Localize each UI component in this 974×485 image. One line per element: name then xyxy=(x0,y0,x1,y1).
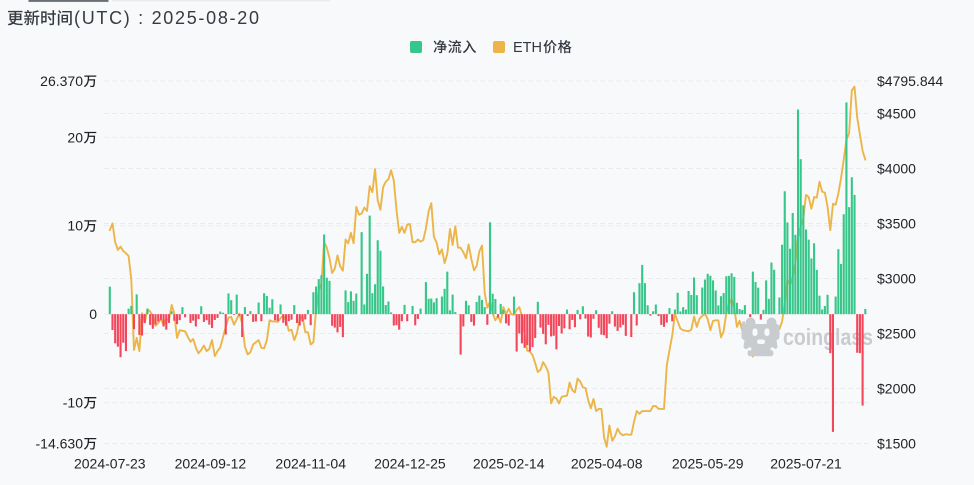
svg-text:ETH: ETH xyxy=(513,40,542,56)
svg-text:2024-09-12: 2024-09-12 xyxy=(175,456,247,472)
svg-text:$4000: $4000 xyxy=(877,161,916,177)
svg-text:$1500: $1500 xyxy=(877,436,916,452)
svg-text:$3500: $3500 xyxy=(877,216,916,232)
svg-text:26.370: 26.370 xyxy=(40,73,83,89)
svg-text:0: 0 xyxy=(89,306,97,322)
svg-text:2025-02-14: 2025-02-14 xyxy=(473,456,545,472)
svg-text:$4795.844: $4795.844 xyxy=(877,73,943,89)
svg-text:$2000: $2000 xyxy=(877,381,916,397)
svg-text:2025-07-21: 2025-07-21 xyxy=(770,456,842,472)
svg-text:-14.630: -14.630 xyxy=(36,436,84,452)
svg-text:2025-04-08: 2025-04-08 xyxy=(571,456,643,472)
svg-text:(UTC) : 2025-08-20: (UTC) : 2025-08-20 xyxy=(74,8,261,28)
svg-text:$4500: $4500 xyxy=(877,106,916,122)
svg-text:10: 10 xyxy=(67,218,83,234)
svg-text:2024-11-04: 2024-11-04 xyxy=(275,456,346,472)
svg-text:$2500: $2500 xyxy=(877,326,916,342)
svg-text:2025-05-29: 2025-05-29 xyxy=(672,456,744,472)
svg-text:2024-12-25: 2024-12-25 xyxy=(374,456,446,472)
svg-text:2024-07-23: 2024-07-23 xyxy=(74,456,146,472)
svg-text:$3000: $3000 xyxy=(877,271,916,287)
svg-text:-10: -10 xyxy=(63,395,83,411)
svg-text:20: 20 xyxy=(67,129,83,145)
